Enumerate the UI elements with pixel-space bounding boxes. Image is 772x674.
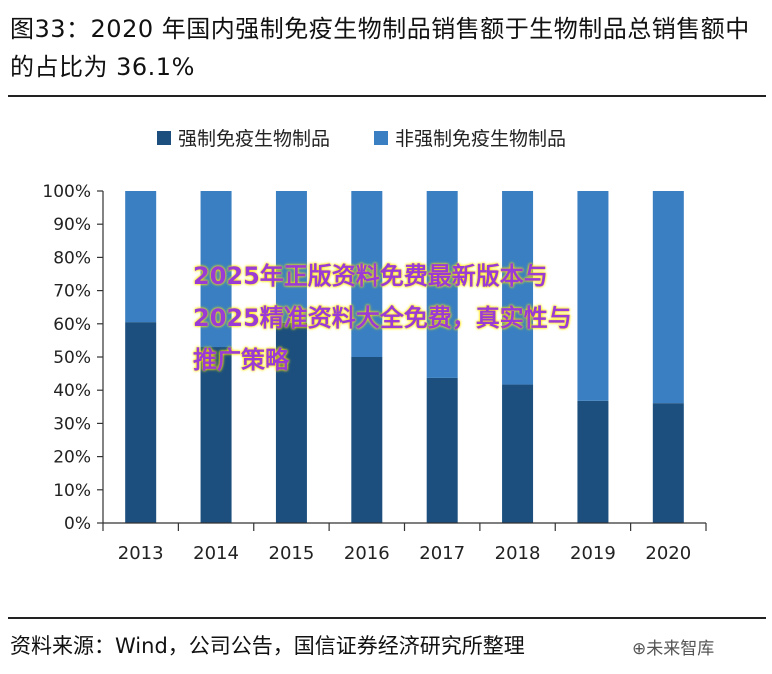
x-axis: 2013 2014 2015 2016 2017 2018 2019 2020 bbox=[102, 522, 707, 564]
y-axis: 0% 10% 20% 30% 40% 50% 60% 70% 80% 90% 100% bbox=[42, 182, 104, 534]
bar-non-mandatory-2014 bbox=[200, 191, 232, 348]
bar-non-mandatory-2015 bbox=[275, 191, 307, 323]
bar-non-mandatory-2016 bbox=[351, 191, 383, 357]
y-tick-label: 30% bbox=[53, 414, 91, 434]
y-tick-label: 10% bbox=[53, 481, 91, 501]
y-tick-label: 70% bbox=[53, 282, 91, 302]
bar-mandatory-2015 bbox=[275, 322, 307, 523]
y-tick-label: 40% bbox=[53, 381, 91, 401]
x-tick-label: 2020 bbox=[645, 543, 691, 564]
watermark-overlay-text: 2025年正版资料免费最新版本与2025精准资料大全免费，真实性与推广策略 bbox=[193, 262, 572, 374]
source-note: 资料来源：Wind，公司公告，国信证券经济研究所整理 bbox=[10, 634, 525, 658]
y-tick-label: 80% bbox=[53, 248, 91, 268]
x-tick-label: 2019 bbox=[570, 543, 616, 564]
legend-label-non-mandatory: 非强制免疫生物制品 bbox=[395, 128, 566, 150]
y-tick-label: 100% bbox=[42, 182, 91, 202]
bar-mandatory-2018 bbox=[502, 384, 534, 523]
legend-swatch-mandatory bbox=[157, 131, 171, 145]
brand-watermark: ⊕未来智库 bbox=[628, 632, 719, 661]
figure-title: 图33：2020 年国内强制免疫生物制品销售额于生物制品总销售额中的占比为 36… bbox=[10, 15, 750, 81]
bar-non-mandatory-2018 bbox=[502, 191, 534, 385]
legend-swatch-non-mandatory bbox=[374, 131, 388, 145]
bar-non-mandatory-2017 bbox=[426, 191, 458, 378]
chart-legend: 强制免疫生物制品 非强制免疫生物制品 bbox=[157, 128, 566, 150]
title-divider bbox=[8, 95, 766, 97]
bar-mandatory-2013 bbox=[125, 322, 157, 523]
x-tick-label: 2013 bbox=[118, 543, 164, 564]
y-tick-label: 90% bbox=[53, 215, 91, 235]
x-tick-label: 2014 bbox=[193, 543, 239, 564]
x-tick-label: 2016 bbox=[344, 543, 390, 564]
x-tick-label: 2018 bbox=[495, 543, 541, 564]
bar-non-mandatory-2020 bbox=[652, 191, 684, 404]
bar-mandatory-2014 bbox=[200, 347, 232, 523]
bar-series bbox=[125, 191, 684, 523]
bar-non-mandatory-2019 bbox=[577, 191, 609, 401]
y-tick-label: 60% bbox=[53, 315, 91, 335]
bar-mandatory-2016 bbox=[351, 357, 383, 523]
bar-mandatory-2020 bbox=[652, 403, 684, 523]
bar-mandatory-2019 bbox=[577, 400, 609, 523]
y-tick-label: 20% bbox=[53, 448, 91, 468]
x-tick-label: 2017 bbox=[419, 543, 465, 564]
bar-non-mandatory-2013 bbox=[125, 191, 157, 323]
bar-mandatory-2017 bbox=[426, 377, 458, 523]
y-tick-label: 50% bbox=[53, 348, 91, 368]
x-tick-label: 2015 bbox=[269, 543, 315, 564]
source-divider bbox=[8, 617, 766, 619]
y-tick-label: 0% bbox=[64, 514, 91, 534]
legend-label-mandatory: 强制免疫生物制品 bbox=[178, 128, 330, 150]
